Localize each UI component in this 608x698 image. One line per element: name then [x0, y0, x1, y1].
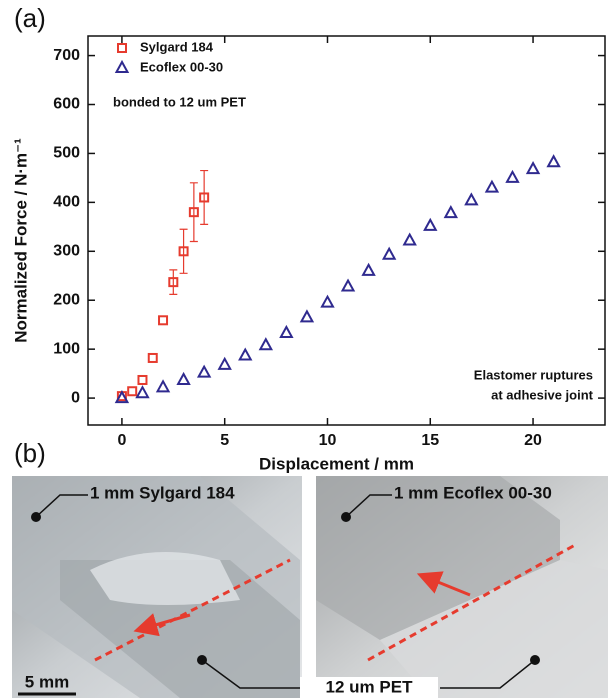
x-tick-label: 15	[421, 432, 439, 449]
data-point	[525, 161, 541, 175]
data-point	[114, 59, 130, 73]
data-point	[238, 347, 253, 361]
data-point	[176, 371, 191, 385]
data-point	[381, 246, 397, 260]
data-point	[505, 169, 520, 183]
x-axis-title: Displacement / mm	[259, 454, 414, 473]
legend-label: Ecoflex 00-30	[140, 59, 223, 74]
photo-label: 12 um PET	[326, 677, 414, 696]
data-point	[279, 324, 294, 339]
y-axis-title: Normalized Force / N·m⁻¹	[11, 138, 30, 343]
y-tick-label: 400	[53, 194, 80, 211]
data-point	[196, 364, 212, 378]
photo-label: 1 mm Sylgard 184	[90, 483, 235, 502]
data-point	[217, 356, 232, 370]
data-point	[117, 43, 127, 53]
annotation: at adhesive joint	[491, 387, 594, 402]
photo-left	[12, 476, 302, 698]
photo-right	[316, 476, 608, 698]
x-tick-label: 5	[220, 432, 229, 449]
data-point	[299, 309, 315, 323]
photo-label: 1 mm Ecoflex 00-30	[394, 483, 552, 502]
x-tick-label: 0	[117, 432, 126, 449]
data-point	[361, 262, 376, 276]
data-point	[443, 205, 459, 219]
data-point	[114, 390, 130, 404]
plot-frame	[87, 35, 606, 426]
y-tick-label: 300	[53, 243, 80, 260]
scale-bar-label: 5 mm	[25, 672, 69, 691]
x-tick-label: 10	[319, 432, 337, 449]
y-tick-label: 0	[71, 389, 80, 406]
panel-label: (b)	[14, 438, 46, 468]
error-bar	[179, 228, 188, 274]
data-point	[137, 374, 148, 385]
data-point	[423, 217, 438, 231]
y-tick-label: 600	[53, 96, 80, 113]
data-point	[155, 379, 171, 393]
photo-annotations: 1 mm Sylgard 184 1 mm Ecoflex 00-30 12 u…	[18, 483, 552, 698]
data-point	[258, 337, 274, 351]
legend-label: Sylgard 184	[140, 39, 214, 54]
panel-label: (a)	[14, 3, 46, 33]
annotation: Elastomer ruptures	[474, 367, 593, 382]
data-point	[135, 385, 150, 399]
data-point	[199, 192, 210, 203]
annotation: bonded to 12 um PET	[113, 94, 246, 109]
x-tick-label: 20	[524, 432, 542, 449]
data-point	[402, 232, 417, 246]
data-point	[168, 277, 179, 288]
y-tick-label: 700	[53, 47, 80, 64]
data-point	[147, 352, 158, 363]
error-bar	[169, 269, 178, 295]
y-tick-label: 100	[53, 340, 80, 357]
data-point	[546, 154, 561, 168]
data-point	[188, 207, 199, 218]
data-point	[340, 278, 356, 292]
data-point	[484, 179, 500, 193]
y-tick-label: 200	[53, 291, 80, 308]
data-point	[464, 192, 479, 206]
data-point	[178, 246, 189, 257]
data-point	[320, 294, 335, 308]
data-point	[127, 386, 138, 397]
error-bar	[200, 169, 209, 225]
y-tick-label: 500	[53, 145, 80, 162]
data-point	[158, 315, 169, 326]
error-bar	[189, 182, 198, 243]
